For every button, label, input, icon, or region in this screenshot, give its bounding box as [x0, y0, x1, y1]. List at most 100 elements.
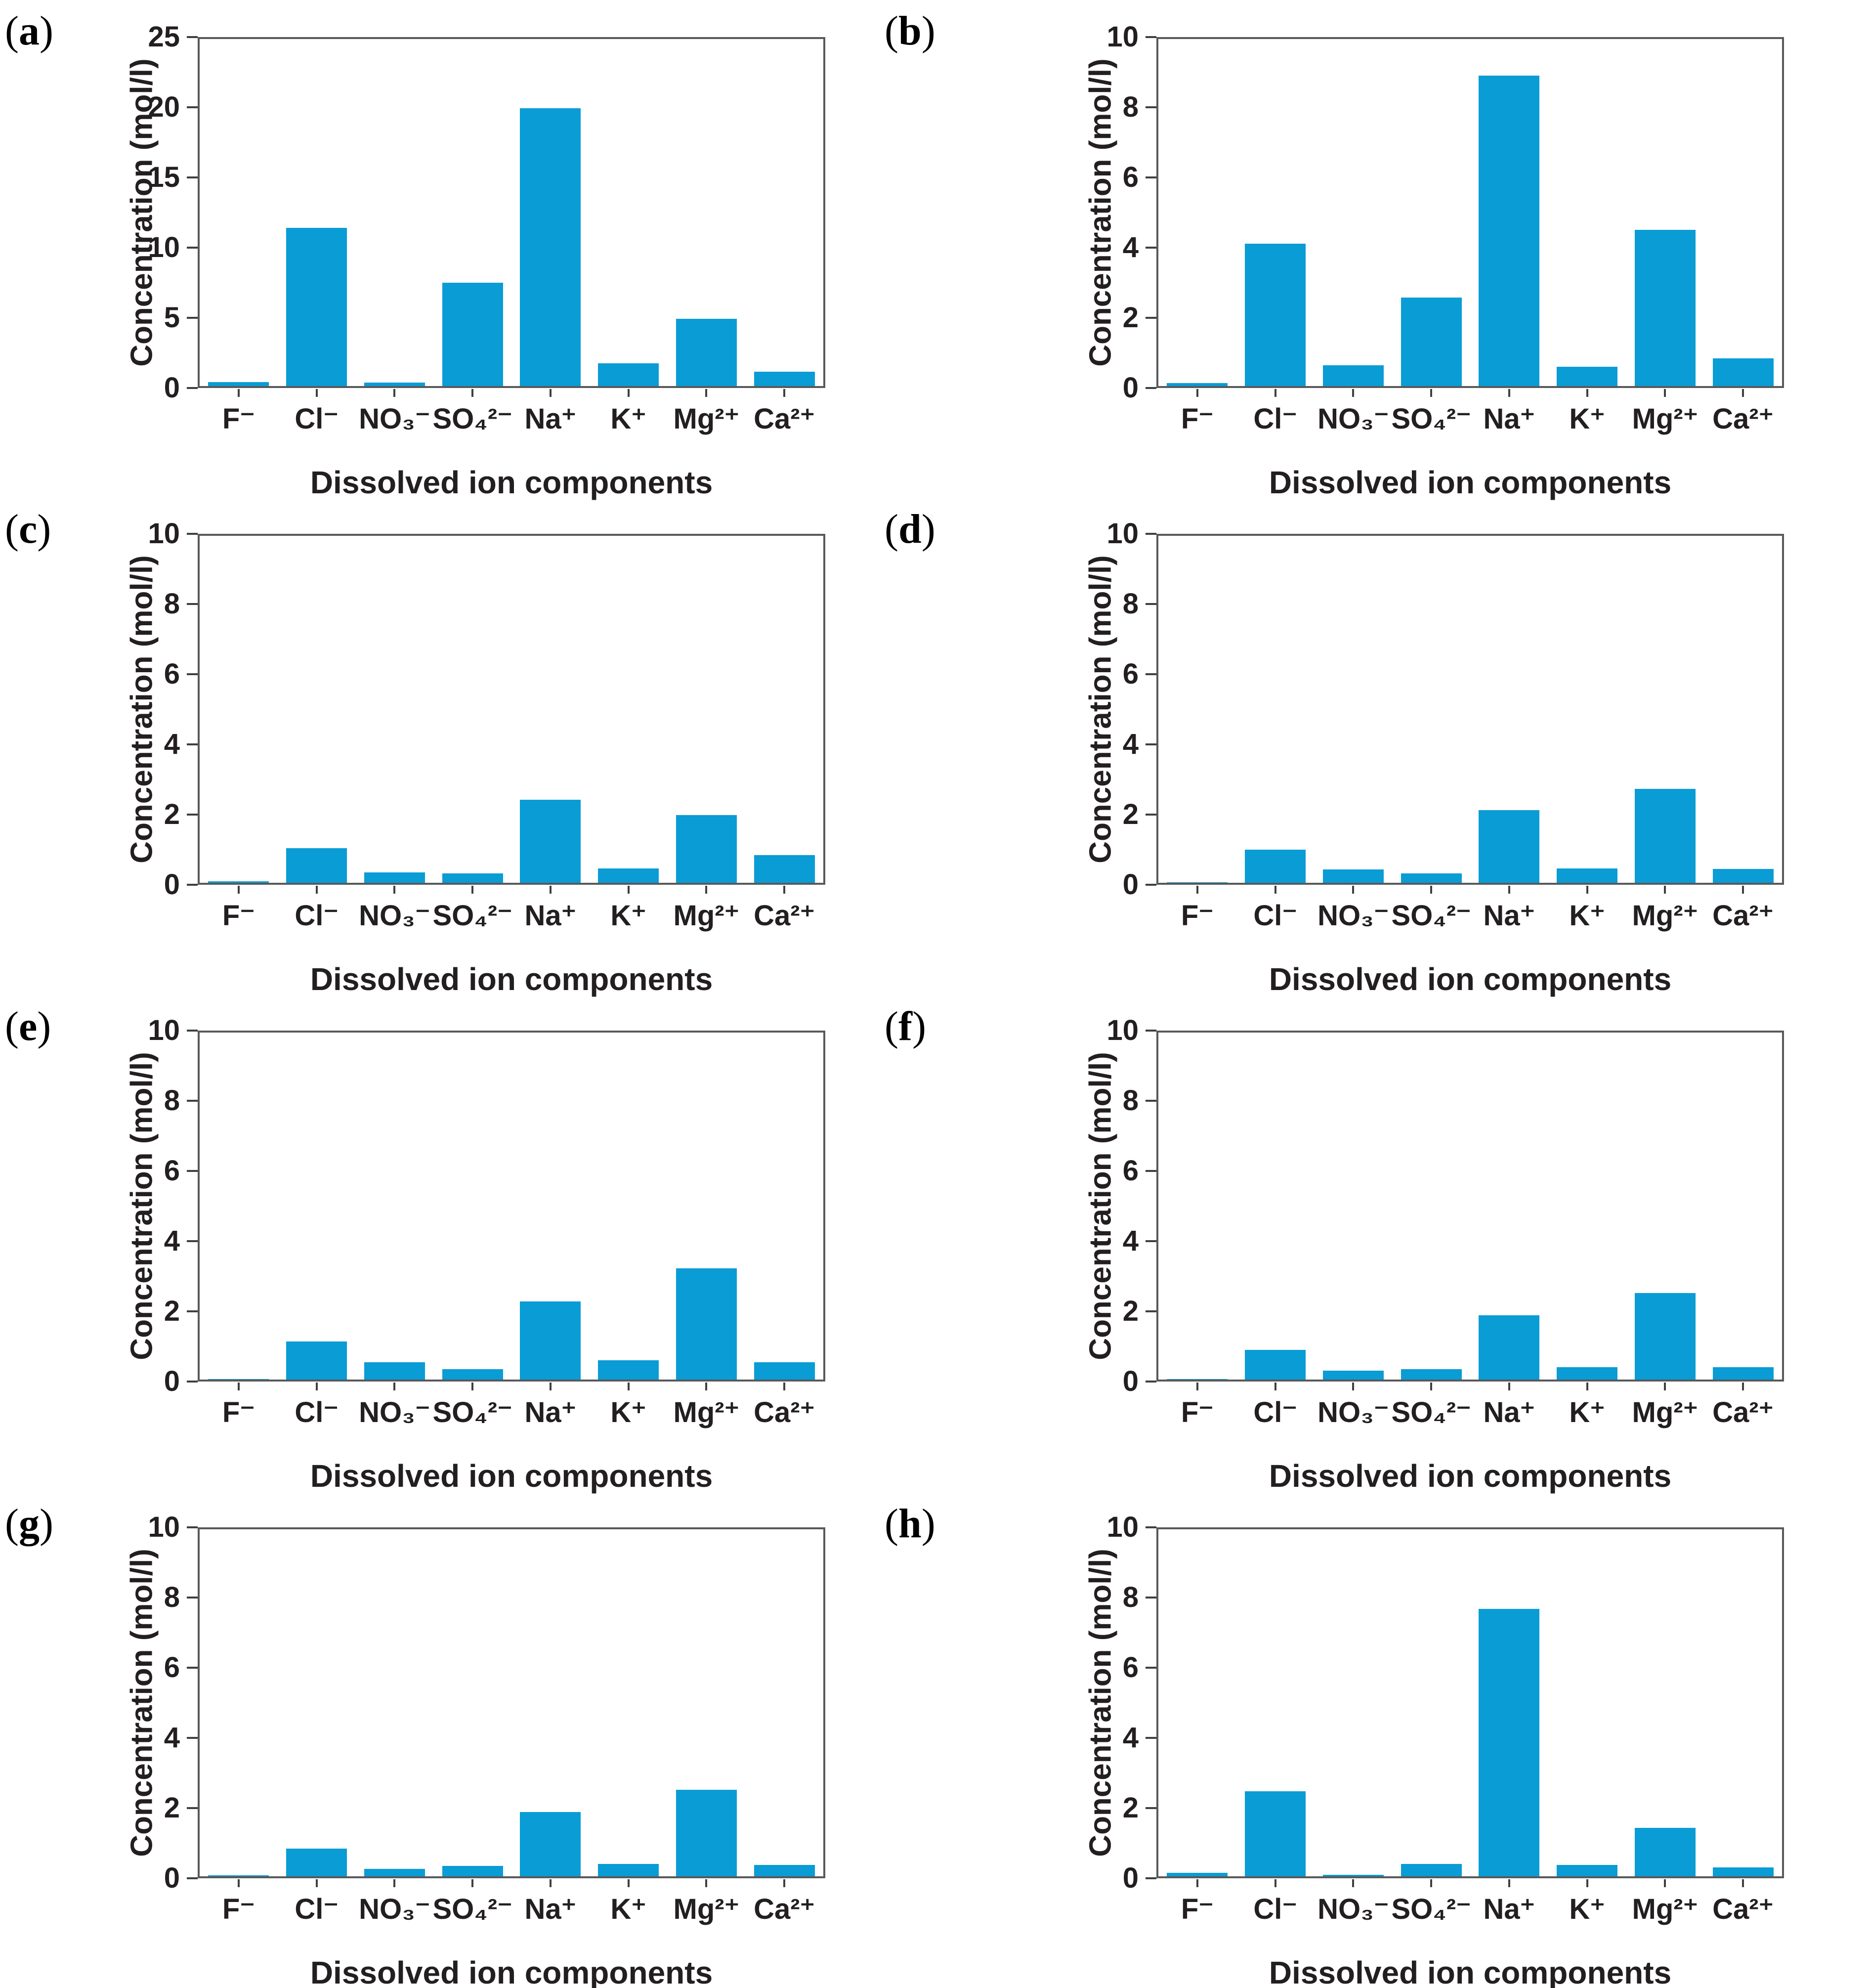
bar-chart-g: Concentration (mol/l) F⁻ Cl⁻ NO₃⁻ SO₄²⁻ Na⁺ K… — [49, 1513, 825, 1988]
bar-f — [208, 881, 269, 883]
y-tick-label: 6 — [1122, 1155, 1139, 1187]
x-tick-label-so4: SO₄²⁻ — [432, 900, 512, 932]
bar-so4 — [442, 873, 503, 883]
x-tick-label-k: K⁺ — [610, 900, 646, 932]
x-tick-label-na: Na⁺ — [1483, 900, 1535, 932]
y-tick-mark — [1146, 247, 1156, 249]
panel-label-b: (b) — [885, 7, 935, 55]
bar-ca — [1712, 1867, 1774, 1876]
plot-area — [1156, 1031, 1784, 1382]
bar-so4 — [442, 1865, 503, 1876]
x-tick-label-f: F⁻ — [222, 1396, 255, 1428]
paren: ( — [885, 506, 898, 552]
y-tick-mark — [1146, 1100, 1156, 1102]
y-tick-label: 6 — [1122, 1651, 1139, 1684]
panel-label-f: (f) — [885, 1002, 926, 1050]
x-tick-mark — [393, 1383, 396, 1390]
y-tick-label: 8 — [164, 1084, 180, 1117]
bar-no3 — [1322, 1371, 1384, 1380]
x-tick-mark — [549, 1383, 552, 1390]
bar-no3 — [364, 1868, 425, 1876]
x-tick-mark — [1586, 1879, 1588, 1887]
y-tick-label: 2 — [164, 798, 180, 830]
y-tick-label: 4 — [164, 1722, 180, 1754]
panel-label-a: (a) — [5, 7, 53, 55]
paren: ( — [5, 1501, 19, 1547]
bar-k — [1557, 1864, 1618, 1876]
x-tick-label-na: Na⁺ — [1483, 1396, 1535, 1428]
x-tick-label-k: K⁺ — [610, 1893, 646, 1925]
plot-area — [198, 1527, 825, 1878]
y-tick-label: 10 — [148, 518, 180, 550]
y-tick-mark — [187, 106, 198, 108]
x-tick-mark — [705, 1879, 708, 1887]
y-tick-mark — [187, 36, 198, 38]
y-tick-mark — [187, 533, 198, 535]
y-tick-label: 0 — [1122, 1365, 1139, 1397]
bar-f — [1167, 383, 1228, 386]
bar-na — [1479, 1609, 1540, 1876]
x-tick-label-no3: NO₃⁻ — [1317, 1893, 1389, 1925]
x-tick-label-na: Na⁺ — [524, 403, 577, 435]
x-tick-mark — [1664, 1879, 1666, 1887]
bar-mg — [1634, 789, 1696, 883]
y-tick-mark — [1146, 814, 1156, 816]
x-tick-mark — [705, 389, 708, 397]
x-tick-mark — [783, 1383, 786, 1390]
x-tick-mark — [705, 1383, 708, 1390]
x-tick-label-cl: Cl⁻ — [295, 1893, 339, 1925]
x-tick-mark — [1508, 1879, 1510, 1887]
y-tick-mark — [1146, 673, 1156, 675]
x-tick-label-f: F⁻ — [222, 900, 255, 932]
bar-no3 — [364, 872, 425, 883]
x-tick-mark — [783, 1879, 786, 1887]
x-tick-label-na: Na⁺ — [524, 1396, 577, 1428]
x-tick-label-so4: SO₄²⁻ — [432, 1396, 512, 1428]
bar-na — [1479, 1315, 1540, 1380]
bar-no3 — [1322, 869, 1384, 883]
x-tick-label-mg: Mg²⁺ — [673, 1396, 740, 1428]
x-tick-mark — [315, 1383, 318, 1390]
x-tick-mark — [1274, 389, 1276, 397]
x-tick-label-ca: Ca²⁺ — [754, 403, 815, 435]
y-tick-label: 0 — [164, 1862, 180, 1894]
bar-k — [1557, 367, 1618, 386]
bar-cl — [286, 848, 347, 883]
plot-area — [1156, 534, 1784, 885]
y-tick-label: 10 — [148, 1511, 180, 1543]
bar-ca — [754, 1362, 815, 1380]
y-tick-mark — [1146, 1877, 1156, 1879]
plot-area — [1156, 37, 1784, 388]
bar-mg — [1634, 1293, 1696, 1380]
x-tick-mark — [1430, 1383, 1433, 1390]
x-tick-mark — [1196, 389, 1198, 397]
x-tick-mark — [1742, 389, 1744, 397]
y-tick-mark — [187, 884, 198, 886]
y-tick-mark — [1146, 1667, 1156, 1669]
x-tick-mark — [1274, 886, 1276, 894]
x-tick-mark — [549, 1879, 552, 1887]
bar-f — [208, 1875, 269, 1876]
x-tick-mark — [237, 1879, 240, 1887]
x-axis-categories: F⁻ Cl⁻ NO₃⁻ SO₄²⁻ Na⁺ K⁺ Mg²⁺ Ca²⁺ — [198, 389, 825, 463]
x-tick-mark — [1586, 1383, 1588, 1390]
x-tick-mark — [1586, 886, 1588, 894]
y-tick-label: 8 — [1122, 588, 1139, 620]
bar-chart-h: Concentration (mol/l) F⁻ Cl⁻ NO₃⁻ SO₄²⁻ Na⁺ K… — [1008, 1513, 1784, 1988]
panel-letter-text: f — [898, 1003, 912, 1049]
y-tick-label: 0 — [164, 868, 180, 901]
y-tick-label: 8 — [164, 588, 180, 620]
bar-no3 — [1322, 365, 1384, 386]
y-tick-mark — [187, 247, 198, 249]
bar-so4 — [442, 282, 503, 386]
bar-na — [520, 799, 581, 883]
y-tick-label: 6 — [1122, 658, 1139, 690]
y-tick-label: 8 — [1122, 1581, 1139, 1613]
bar-f — [208, 1379, 269, 1380]
x-axis-title: Dissolved ion components — [1269, 1955, 1672, 1988]
y-tick-mark — [187, 1807, 198, 1809]
x-tick-label-k: K⁺ — [1569, 1396, 1605, 1428]
y-tick-label: 6 — [1122, 161, 1139, 193]
y-tick-mark — [187, 1170, 198, 1172]
bar-cl — [1245, 244, 1306, 386]
